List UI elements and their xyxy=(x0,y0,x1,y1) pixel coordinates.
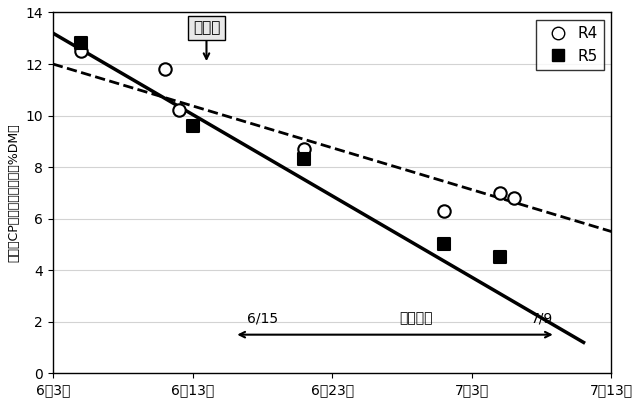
Point xyxy=(439,241,449,248)
Text: 収穫時期: 収穫時期 xyxy=(399,311,433,326)
Point xyxy=(76,40,86,46)
Legend: R4, R5: R4, R5 xyxy=(536,20,604,70)
Point xyxy=(495,189,505,196)
Text: 出穂期: 出穂期 xyxy=(193,21,220,36)
Point xyxy=(299,156,309,162)
Text: 6/15: 6/15 xyxy=(247,311,278,326)
Point xyxy=(439,208,449,214)
Point xyxy=(188,123,198,129)
Y-axis label: 乾物中CP（粗蛋白質率）（%DM）: 乾物中CP（粗蛋白質率）（%DM） xyxy=(7,124,20,262)
Point xyxy=(173,107,184,114)
Text: 7/9: 7/9 xyxy=(531,311,553,326)
Point xyxy=(159,66,170,72)
Point xyxy=(495,254,505,261)
Point xyxy=(76,48,86,55)
Point xyxy=(509,195,519,201)
Point xyxy=(299,146,309,152)
